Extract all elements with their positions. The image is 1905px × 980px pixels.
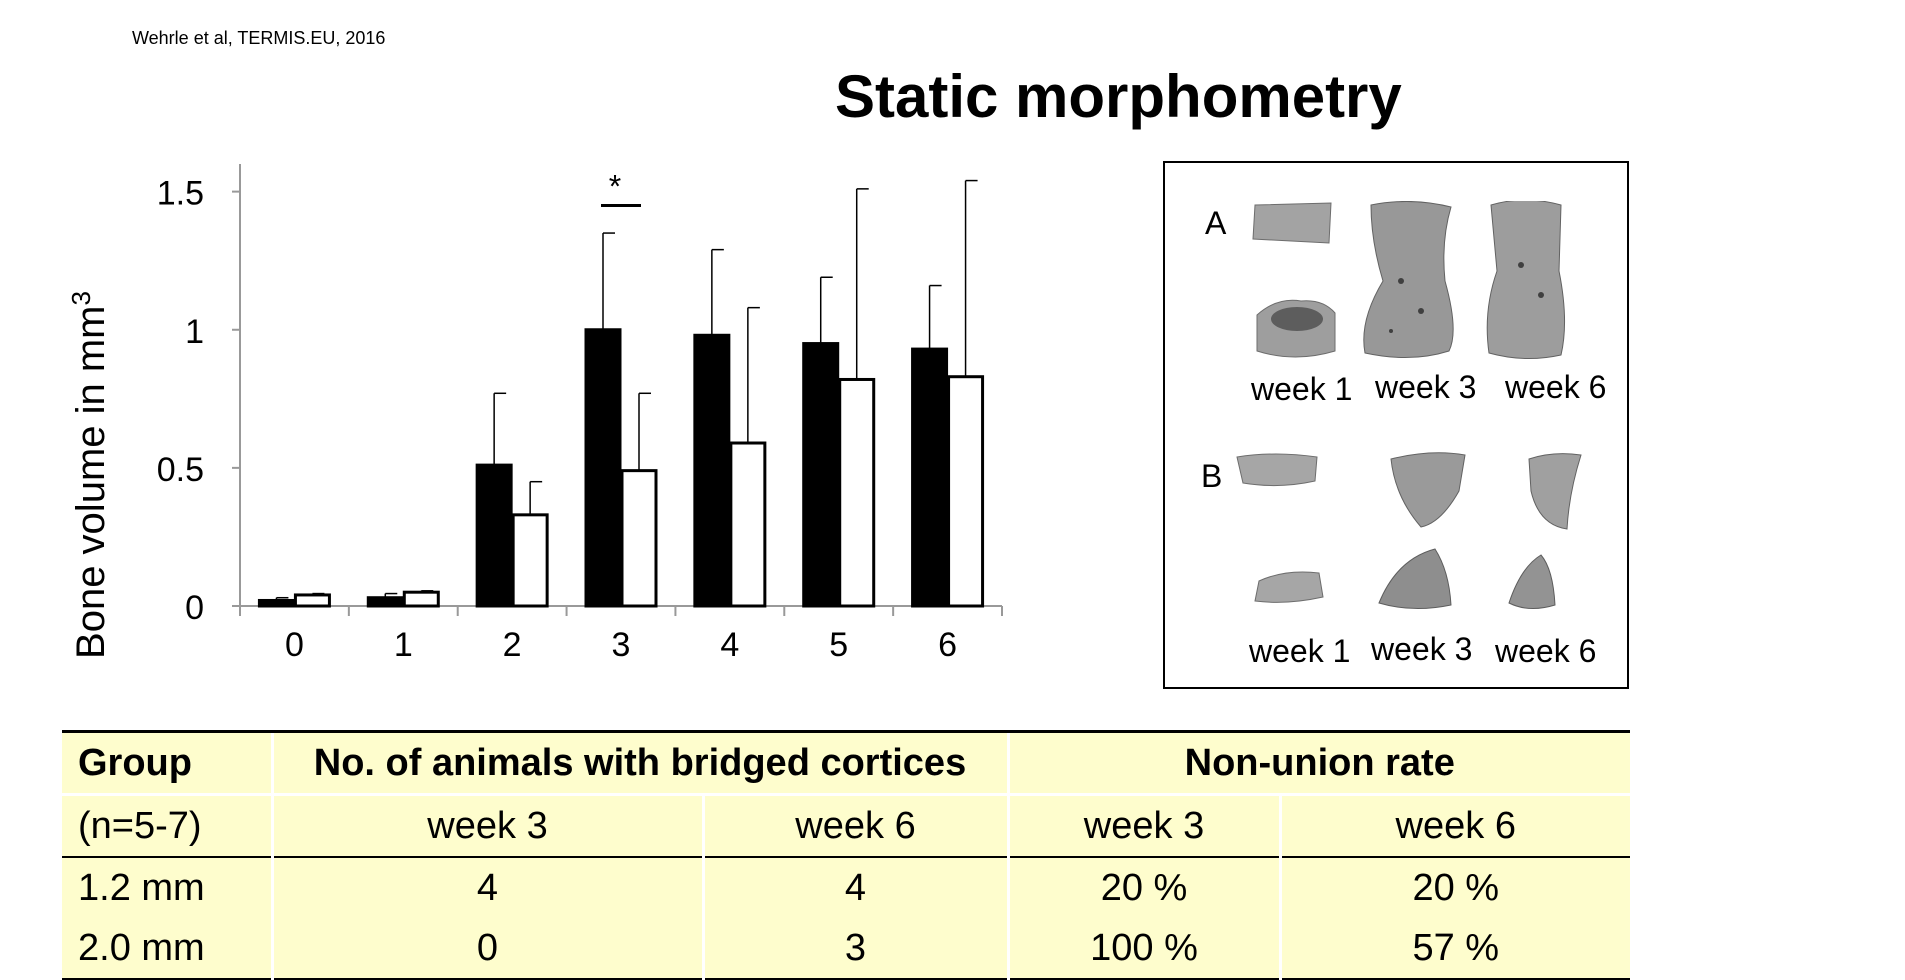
subheader-bridged-week3: week 3 (270, 794, 703, 858)
citation: Wehrle et al, TERMIS.EU, 2016 (132, 28, 386, 48)
header-group: Group (62, 730, 272, 796)
bar (693, 333, 731, 608)
plot-area: 0 0.5 1 1.5 0 1 2 3 4 5 6 * (157, 164, 1003, 664)
subheader-bridged-week6: week 6 (701, 794, 1008, 858)
y-tick-label: 0 (185, 589, 204, 627)
row-nonunion-week6: 57 % (1278, 918, 1630, 980)
x-tick-label: 2 (503, 626, 522, 664)
row-bridged-week3: 4 (270, 857, 703, 918)
bone-b-week6 (1508, 453, 1582, 609)
y-axis-label: Bone volume in mm3 (66, 291, 113, 659)
row-a-bone-renderings (1252, 201, 1566, 360)
x-tick-label: 3 (612, 626, 631, 664)
x-tick-label: 6 (938, 626, 957, 664)
panel-label-a: A (1205, 205, 1227, 241)
row-nonunion-week6: 20 % (1278, 857, 1630, 918)
bar (257, 598, 295, 608)
row-b-week1-label: week 1 (1249, 633, 1351, 669)
y-axis-label-main: Bone volume in mm (69, 305, 113, 658)
row-bridged-week6: 4 (701, 857, 1008, 918)
micro-ct-panel: A B week 1 week 3 week 6 (1163, 161, 1629, 689)
bar (802, 342, 840, 608)
panel-label-b: B (1201, 458, 1223, 494)
row-a-week1-label: week 1 (1251, 371, 1353, 407)
x-tick-label: 0 (285, 626, 304, 664)
row-bridged-week3: 0 (270, 918, 703, 980)
bar (729, 441, 767, 608)
row-nonunion-week3: 100 % (1006, 918, 1280, 980)
subheader-n: (n=5-7) (62, 794, 272, 858)
bone-a-week3 (1363, 201, 1454, 358)
bone-a-week1 (1252, 202, 1336, 358)
table-subheader-row: (n=5-7) week 3 week 6 week 3 week 6 (62, 794, 1630, 858)
row-group: 1.2 mm (78, 866, 205, 909)
x-tick-label: 5 (829, 626, 848, 664)
y-tick-label: 1 (185, 313, 204, 351)
row-b-bone-renderings (1236, 452, 1582, 610)
table-row: 2.0 mm 0 3 100 % 57 % (62, 918, 1630, 980)
bone-a-week6 (1486, 201, 1566, 360)
bar (511, 513, 549, 608)
bar (947, 375, 985, 608)
y-tick-label: 0.5 (157, 451, 204, 489)
row-a-week3-label: week 3 (1375, 369, 1477, 405)
bone-b-week3 (1378, 452, 1466, 610)
header-non-union-rate: Non-union rate (1006, 730, 1630, 796)
bar (620, 469, 658, 608)
row-b-week3-label: week 3 (1371, 631, 1473, 667)
y-tick-label: 1.5 (157, 175, 204, 213)
bar (366, 596, 404, 608)
bone-b-week1 (1236, 453, 1324, 603)
row-a-week6-label: week 6 (1505, 369, 1607, 405)
row-b-week6-label: week 6 (1495, 633, 1597, 669)
slide-title: Static morphometry (835, 63, 1402, 130)
x-tick-label: 4 (720, 626, 739, 664)
bar (475, 463, 513, 608)
row-group: 2.0 mm (62, 918, 272, 980)
subheader-nonunion-week6: week 6 (1278, 794, 1630, 858)
bar (402, 590, 440, 608)
bar (293, 593, 331, 608)
subheader-nonunion-week3: week 3 (1006, 794, 1280, 858)
x-tick-label: 1 (394, 626, 413, 664)
significance-marker: * (609, 168, 621, 204)
row-nonunion-week3: 20 % (1006, 857, 1280, 918)
table-header-row: Group No. of animals with bridged cortic… (62, 730, 1630, 796)
bar (838, 377, 876, 608)
y-axis-title: Bone volume in mm3 (66, 291, 113, 659)
bone-volume-chart: Bone volume in mm3 00.511.50 1 2 3 4 5 6* (66, 164, 1003, 664)
row-bridged-week6: 3 (701, 918, 1008, 980)
bridging-summary-table: Group No. of animals with bridged cortic… (62, 730, 1630, 980)
bar (911, 347, 949, 608)
y-axis-label-superscript: 3 (66, 291, 96, 305)
bar (584, 328, 622, 608)
table-row: 1.2 mm 4 4 20 % 20 % (62, 857, 1630, 918)
header-bridged-cortices: No. of animals with bridged cortices (270, 730, 1008, 796)
